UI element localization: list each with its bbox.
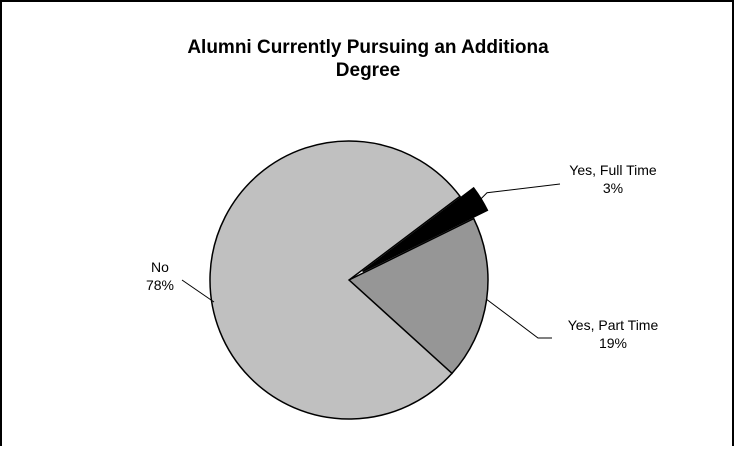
slice-label-no: No 78% (138, 258, 182, 294)
chart-title: Alumni Currently Pursuing an Additiona D… (187, 37, 549, 81)
pie-slice-yes-part-time (347, 217, 489, 375)
slice-label-full-time-name: Yes, Full Time (569, 162, 657, 178)
slice-label-no-name: No (151, 259, 169, 275)
leader-line-part-time (486, 298, 552, 339)
leader-line-full-time (480, 183, 561, 200)
slice-label-part-time-name: Yes, Part Time (567, 317, 659, 333)
slice-label-full-time: Yes, Full Time 3% (558, 161, 668, 197)
slice-label-part-time: Yes, Part Time 19% (548, 316, 678, 352)
leader-line-no (181, 279, 215, 303)
slice-label-full-time-value: 3% (602, 180, 624, 196)
slice-label-part-time-value: 19% (598, 335, 628, 351)
slice-label-no-value: 78% (145, 277, 175, 293)
pie-slice-no (209, 140, 462, 420)
